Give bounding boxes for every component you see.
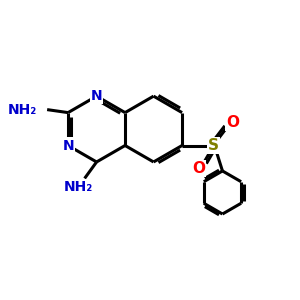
Text: O: O	[192, 161, 205, 176]
Text: N: N	[91, 89, 102, 103]
Text: S: S	[208, 138, 219, 153]
Text: NH₂: NH₂	[8, 103, 37, 117]
Text: O: O	[226, 115, 239, 130]
Text: N: N	[62, 139, 74, 152]
Text: NH₂: NH₂	[64, 180, 93, 194]
